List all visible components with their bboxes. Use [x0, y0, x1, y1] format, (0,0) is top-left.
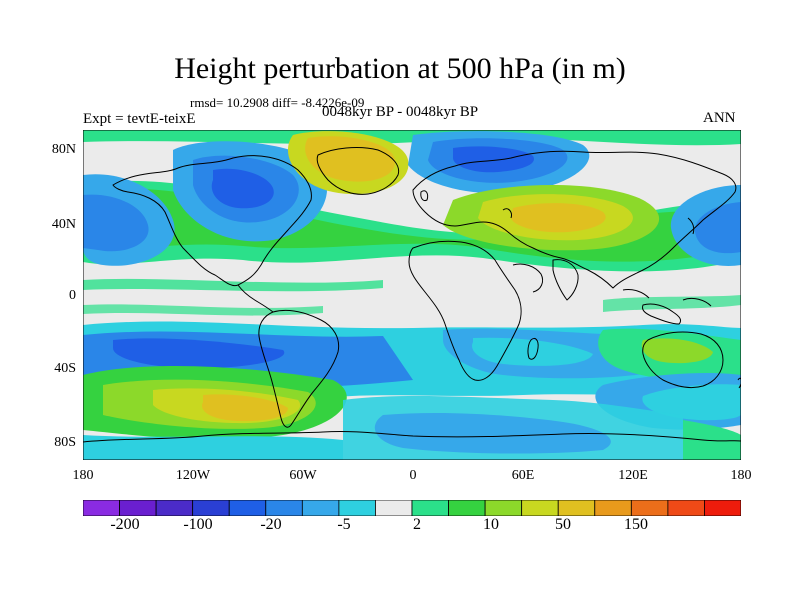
colorbar-box — [301, 500, 340, 516]
colorbar-label-neg200: -200 — [110, 516, 140, 533]
colorbar-label-50: 50 — [555, 516, 571, 533]
anomaly-map — [83, 130, 741, 460]
page-title: Height perturbation at 500 hPa (in m) — [174, 52, 626, 85]
colorbar — [83, 500, 741, 516]
coastlines — [83, 147, 741, 443]
colorbar-box — [155, 500, 194, 516]
colorbar-box — [630, 500, 669, 516]
colorbar-box — [228, 500, 267, 516]
colorbar-label-150: 150 — [624, 516, 648, 533]
lat-label-40s: 40S — [54, 361, 76, 376]
stats-text: rmsd= 10.2908 diff= -8.4226e-09 — [190, 95, 365, 110]
colorbar-label-2: 2 — [413, 516, 421, 533]
lon-label-180e: 180 — [730, 468, 752, 483]
season-label: ANN — [703, 110, 736, 126]
lon-label-120w: 120W — [175, 468, 211, 483]
lat-label-40n: 40N — [51, 217, 76, 232]
colorbar-box — [375, 500, 413, 516]
colorbar-box — [83, 500, 120, 516]
contour-fill — [83, 130, 741, 460]
lat-label-eq: 0 — [69, 288, 76, 303]
colorbar-box — [411, 500, 449, 516]
colorbar-label-neg5: -5 — [337, 516, 351, 533]
colorbar-box — [192, 500, 230, 516]
colorbar-label-10: 10 — [483, 516, 499, 533]
lon-label-60w: 60W — [289, 468, 317, 483]
colorbar-box — [557, 500, 596, 516]
lat-label-80n: 80N — [51, 142, 76, 157]
colorbar-label-neg100: -100 — [183, 516, 213, 533]
colorbar-box — [265, 500, 303, 516]
period-label: 0048kyr BP - 0048kyr BP — [322, 104, 479, 120]
colorbar-box — [704, 500, 741, 516]
lon-label-0: 0 — [409, 468, 417, 483]
lon-label-180w: 180 — [72, 468, 94, 483]
colorbar-box — [338, 500, 376, 516]
experiment-label: Expt = tevtE-teixE — [83, 111, 196, 127]
colorbar-box — [448, 500, 486, 516]
colorbar-box — [667, 500, 705, 516]
lat-label-80s: 80S — [54, 435, 76, 450]
colorbar-label-neg20: -20 — [260, 516, 282, 533]
colorbar-box — [119, 500, 157, 516]
colorbar-box — [521, 500, 559, 516]
colorbar-box — [594, 500, 632, 516]
lon-label-120e: 120E — [618, 468, 648, 483]
lon-label-60e: 60E — [511, 468, 535, 483]
colorbar-box — [484, 500, 523, 516]
